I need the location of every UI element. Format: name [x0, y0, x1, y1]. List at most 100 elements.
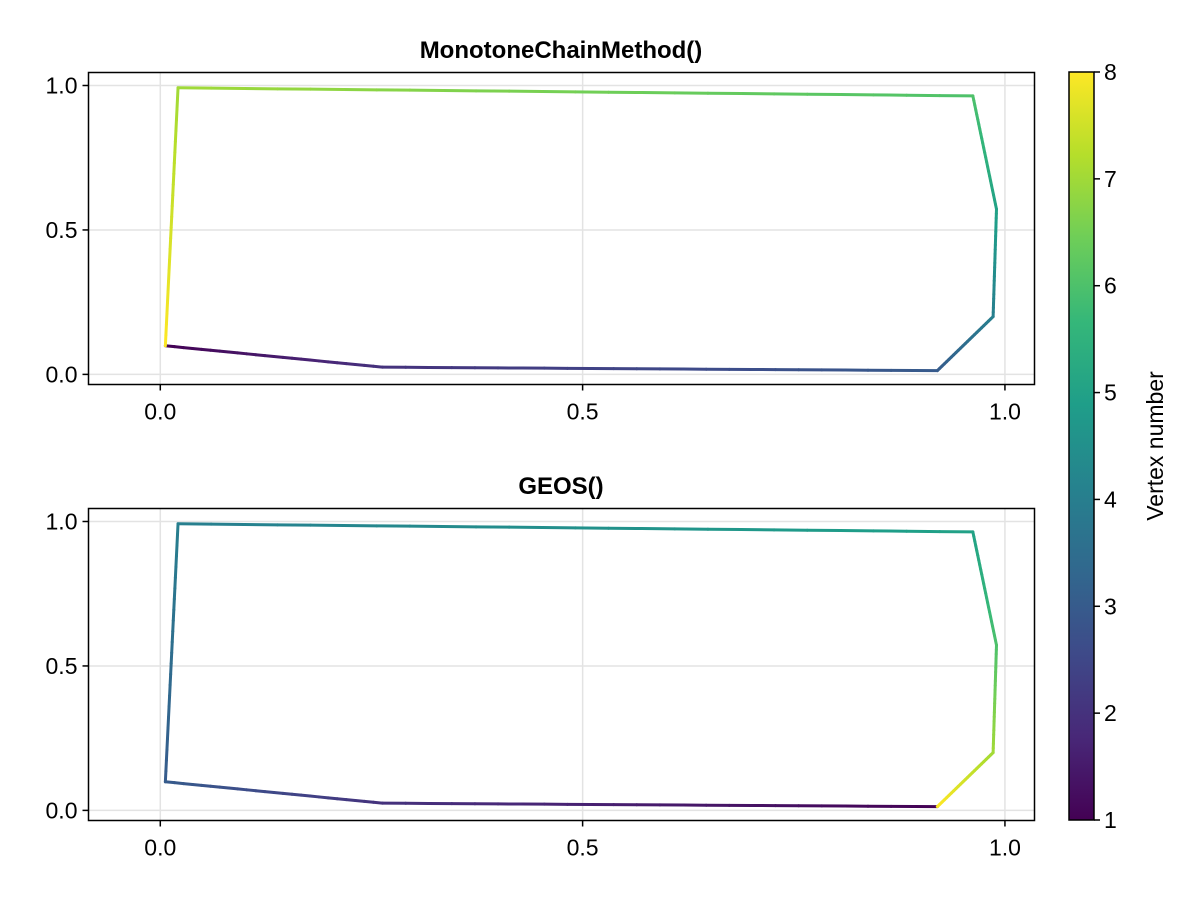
line-segment-2: [344, 798, 357, 802]
line-segment-3: [165, 726, 170, 741]
line-segment-2: [290, 792, 303, 797]
line-segment-1: [299, 357, 312, 362]
colorbar-tick-label: 2: [1104, 700, 1117, 726]
line-segment-7: [165, 301, 169, 316]
line-segment-3: [169, 662, 173, 676]
plot-frame: [87, 507, 1036, 822]
line-segment-2: [181, 782, 194, 786]
line-segment-2: [371, 800, 384, 805]
colorbar-tick-label: 5: [1104, 380, 1117, 406]
line-segment-3: [175, 533, 180, 547]
line-segment-3: [172, 586, 177, 601]
line-segment-7: [165, 290, 170, 305]
line-segment-3: [174, 554, 178, 569]
line-segment-7: [163, 333, 168, 348]
grid: [88, 508, 1035, 821]
line-segment-2: [362, 799, 375, 804]
line-segment-2: [254, 789, 267, 794]
line-segment-7: [166, 279, 171, 294]
line-segment-3: [167, 694, 172, 709]
line-segment-3: [173, 565, 178, 580]
polygon-line: [163, 86, 998, 373]
colorbar-tick-label: 7: [1104, 166, 1117, 192]
line-segment-3: [169, 651, 174, 666]
colorbar-tick-label: 3: [1104, 593, 1117, 619]
x-tick-label: 0.5: [567, 399, 599, 425]
line-segment-2: [299, 793, 312, 798]
line-segment-1: [362, 363, 375, 368]
line-segment-1: [326, 360, 339, 365]
line-segment-7: [172, 150, 177, 165]
line-segment-2: [218, 785, 231, 790]
line-segment-1: [254, 353, 267, 358]
line-segment-7: [175, 97, 180, 111]
line-segment-1: [317, 359, 330, 364]
axis-ticks: 0.0 0.5 1.0 0.0 0.5 1.0: [46, 73, 1021, 425]
y-tick-label: 1.0: [46, 73, 78, 99]
line-segment-1: [272, 354, 285, 359]
line-segment-3: [171, 608, 176, 623]
line-segment-3: [164, 758, 168, 773]
line-segment-3: [170, 629, 175, 644]
x-tick-label: 0.0: [144, 835, 176, 861]
line-segment-7: [169, 226, 173, 240]
line-segment-2: [353, 798, 366, 803]
line-segment-1: [190, 346, 204, 351]
line-segment-3: [170, 640, 174, 655]
line-segment-3: [167, 705, 171, 719]
colorbar-label: Vertex number: [1142, 371, 1168, 521]
line-segment-3: [164, 748, 169, 762]
colorbar-tick-label: 6: [1104, 273, 1117, 299]
line-segment-1: [218, 349, 231, 354]
line-segment-3: [166, 715, 171, 730]
line-segment-3: [176, 522, 180, 537]
line-segment-3: [174, 543, 179, 558]
panel-title: GEOS(): [518, 473, 603, 500]
line-segment-3: [168, 683, 172, 698]
y-tick-label: 1.0: [46, 509, 78, 535]
line-segment-7: [935, 802, 942, 809]
line-segment-1: [181, 346, 194, 350]
plot-frame: [87, 71, 1036, 386]
line-segment-1: [281, 355, 294, 360]
x-tick-label: 0.5: [567, 835, 599, 861]
line-segment-1: [209, 348, 222, 353]
line-segment-7: [171, 183, 175, 197]
line-segment-2: [326, 796, 339, 801]
panel-geos: GEOS() 0.0 0.5 1.0 0.0 0.5 1.0: [46, 473, 1036, 861]
line-segment-1: [227, 350, 240, 355]
line-segment-1: [263, 354, 276, 358]
line-segment-2: [263, 790, 276, 794]
line-segment-7: [176, 86, 180, 101]
line-segment-1: [172, 345, 185, 350]
line-segment-2: [308, 794, 321, 799]
line-segment-2: [272, 790, 285, 795]
line-segment-1: [200, 347, 213, 352]
line-segment-2: [163, 780, 176, 785]
y-tick-label: 0.5: [46, 217, 78, 243]
line-segment-2: [190, 782, 204, 787]
line-segment-7: [167, 269, 171, 283]
line-segment-1: [290, 356, 303, 361]
axis-ticks: 0.0 0.5 1.0 0.0 0.5 1.0: [46, 509, 1021, 861]
colorbar-tick-label: 4: [1104, 486, 1117, 512]
line-segment-7: [168, 247, 172, 262]
line-segment-7: [174, 107, 179, 122]
line-segment-7: [171, 172, 176, 187]
line-segment-2: [335, 797, 348, 802]
line-segment-2: [172, 781, 185, 786]
line-segment-7: [167, 258, 172, 273]
line-segment-2: [236, 787, 249, 792]
line-segment-1: [335, 361, 348, 366]
line-segment-3: [165, 737, 169, 752]
line-segment-7: [173, 140, 177, 154]
colorbar-tick-label: 1: [1104, 807, 1117, 833]
line-segment-7: [170, 193, 175, 208]
line-segment-7: [164, 312, 169, 326]
line-segment-2: [317, 795, 330, 800]
line-segment-7: [172, 161, 176, 176]
y-tick-label: 0.0: [46, 361, 78, 387]
line-segment-7: [169, 215, 174, 230]
line-segment-1: [163, 344, 176, 349]
line-segment-3: [173, 576, 177, 590]
